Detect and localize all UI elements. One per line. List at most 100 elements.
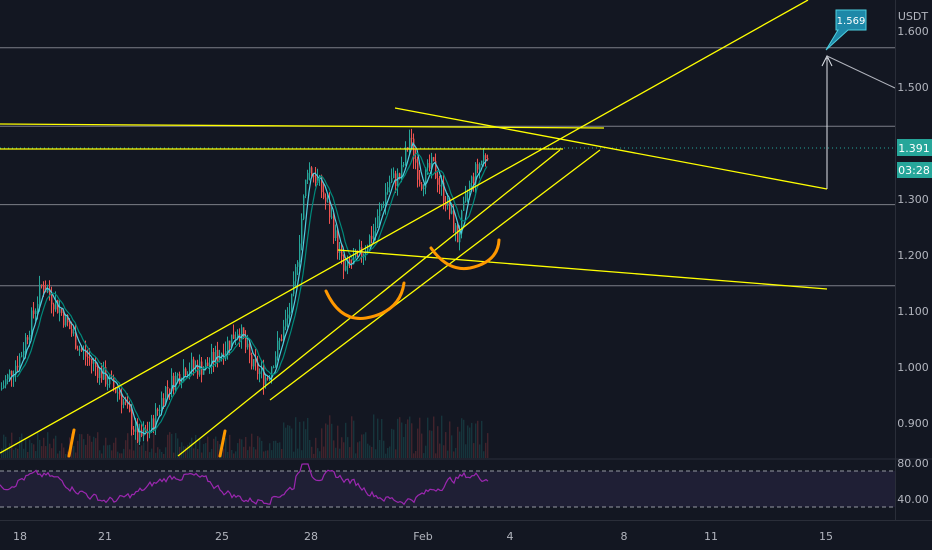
volume-bar [389,446,391,458]
candle-body [9,370,11,375]
volume-bar [53,438,55,458]
volume-bar [35,451,37,458]
volume-bar [361,434,363,458]
candle-body [5,379,7,386]
volume-bar [437,426,439,458]
volume-bar [31,443,33,458]
candle-body [339,249,341,254]
volume-bar [261,440,263,458]
volume-bar [27,452,29,458]
candle-body [451,210,453,214]
candle-body [265,378,267,385]
volume-bar [141,445,143,458]
volume-bar [39,439,41,458]
candle-body [69,322,71,330]
volume-bar [339,448,341,458]
candle-body [235,337,237,339]
candle-body [57,300,59,313]
volume-bar [371,446,373,458]
volume-bar [373,414,375,458]
volume-bar [387,448,389,458]
candle-body [127,402,129,405]
volume-bar [483,451,485,458]
price-tick-label: 1.200 [897,249,929,262]
volume-bar [365,432,367,458]
candle-body [1,387,3,390]
candle-body [67,315,69,323]
candle-body [121,395,123,405]
candle-body [189,370,191,375]
volume-bar [405,423,407,458]
volume-bar [429,430,431,458]
volume-bar [95,438,97,458]
candle-body [249,343,251,356]
volume-bar [337,425,339,458]
price-tick-label: 1.500 [897,81,929,94]
candle-body [155,409,157,430]
volume-bar [293,451,295,458]
candle-body [441,182,443,187]
volume-bar [267,450,269,458]
candle-body [105,366,107,385]
candle-body [131,411,133,430]
candle-body [405,147,407,165]
candle-body [213,351,215,363]
candle-body [23,350,25,356]
trendline-descending-neck [337,249,828,290]
candle-body [169,388,171,392]
candle-body [115,387,117,393]
volume-bar [473,443,475,458]
volume-bar [111,450,113,458]
candle-body [331,216,333,218]
volume-bar [155,452,157,458]
volume-bar [423,453,425,458]
candle-body [159,410,161,412]
candle-body [381,205,383,210]
candle-body [301,218,303,244]
candle-body [71,329,73,334]
volume-bar [175,433,177,458]
volume-bar [299,421,301,458]
volume-bar [269,443,271,458]
candle-body [255,358,257,363]
candle-body [3,385,5,388]
cup-arc-left [324,281,406,320]
candle-body [63,313,65,326]
volume-bar [315,437,317,458]
time-tick-label: Feb [413,530,432,543]
volume-bar [343,442,345,458]
volume-bar [229,434,231,458]
volume-bar [147,433,149,458]
candle-body [245,337,247,348]
candle-body [87,356,89,359]
candle-body [267,378,269,380]
volume-bar [367,443,369,458]
candle-body [371,235,373,239]
candle-body [93,361,95,364]
volume-bar [465,444,467,458]
time-tick-label: 11 [704,530,718,543]
target-price-callout[interactable]: 1.569 [825,9,867,51]
candle-body [233,334,235,339]
candle-body [407,147,409,150]
time-axis: 18 21 25 28 Feb 4 8 11 15 [0,520,932,543]
horizontal-levels-layer [0,47,895,287]
candle-body [217,349,219,362]
volume-bar [191,437,193,458]
candle-body [79,349,81,351]
rsi-line [0,463,489,506]
candle-body [253,358,255,367]
candle-body [433,157,435,162]
candle-body [409,137,411,150]
volume-bar [43,437,45,458]
candle-body [153,418,155,430]
volume-bar [129,449,131,458]
volume-bar [135,438,137,458]
candle-body [177,374,179,376]
volume-bar [357,442,359,458]
volume-bar [211,448,213,458]
volume-bar [235,451,237,458]
volume-bar [383,440,385,458]
